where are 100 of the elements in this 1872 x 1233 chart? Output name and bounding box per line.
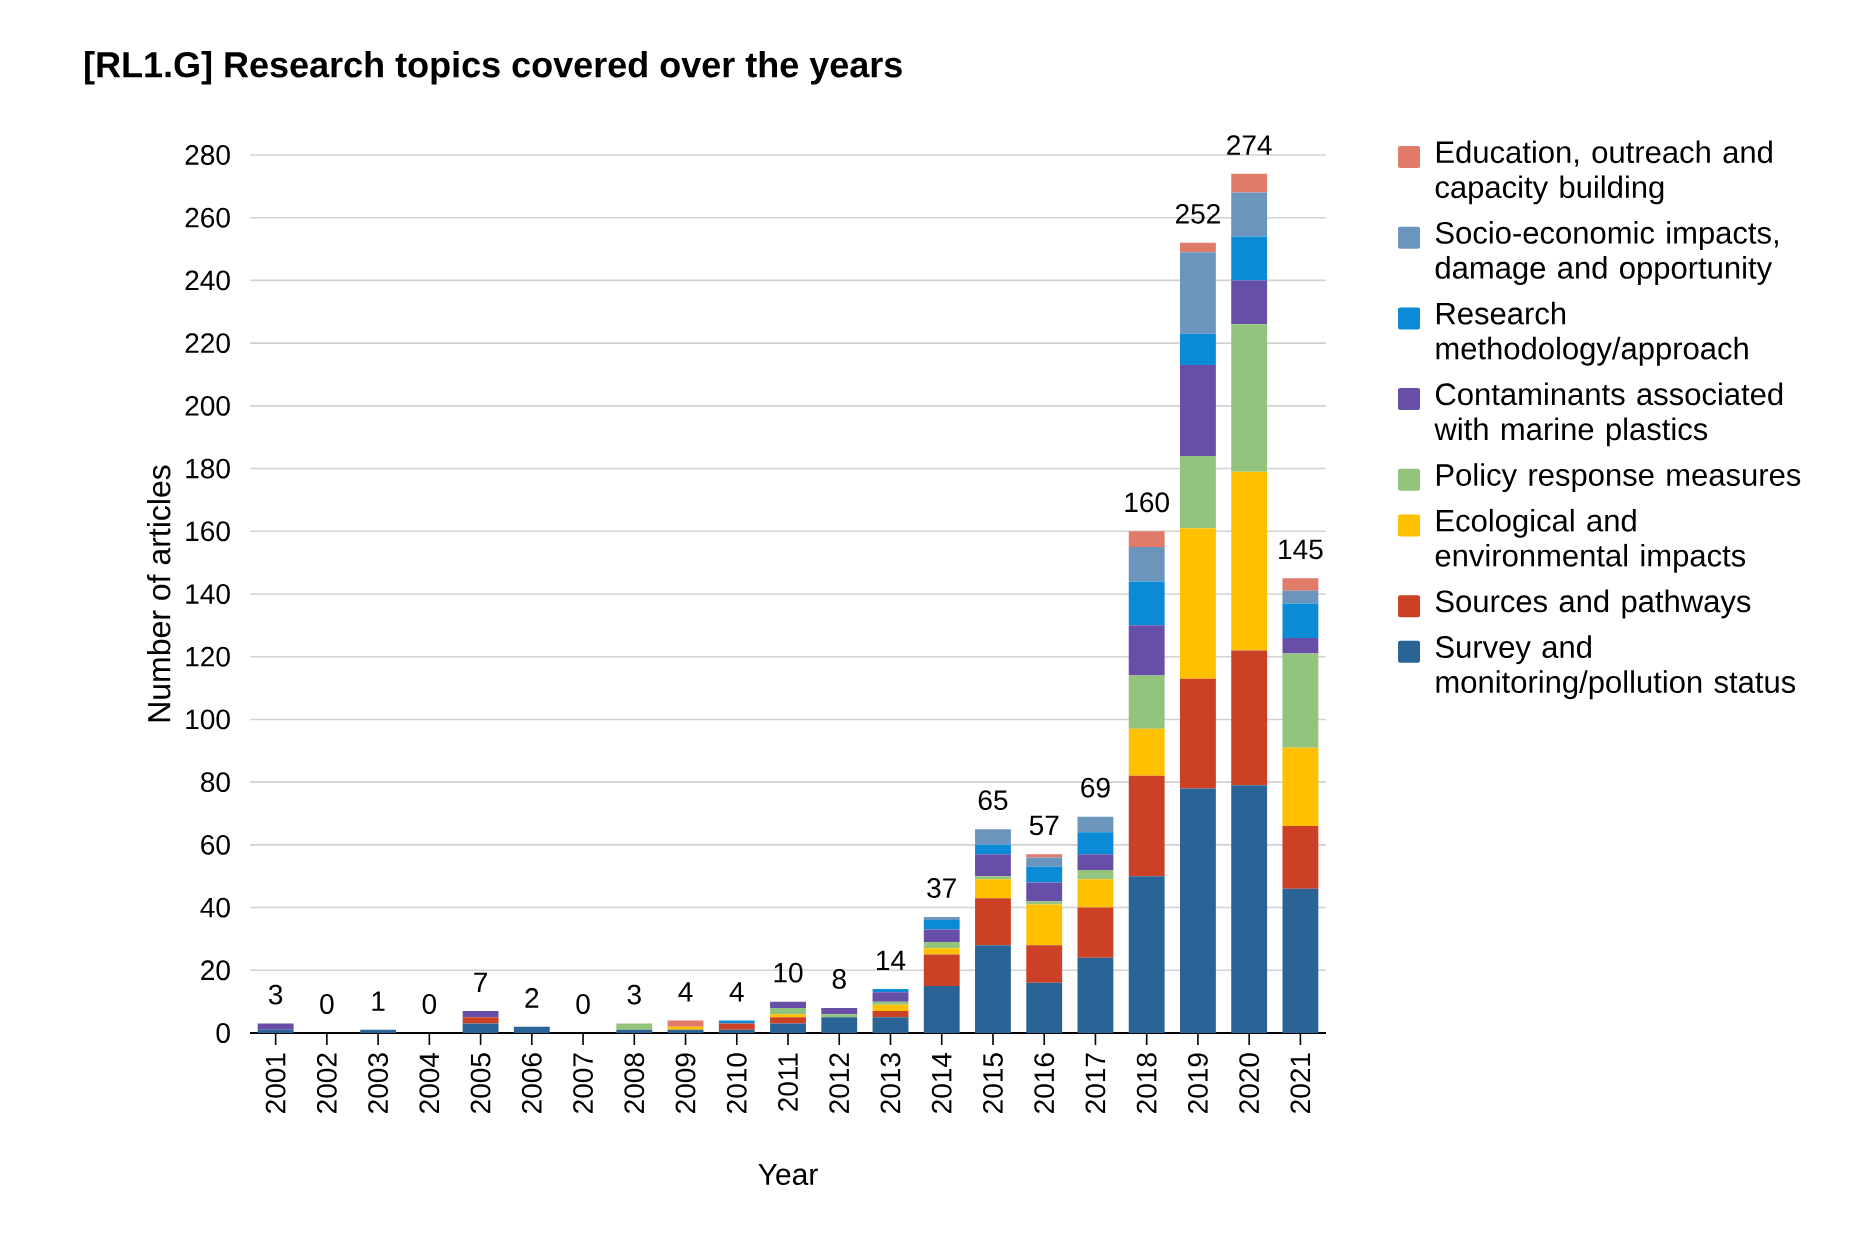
y-tick-label: 220 — [185, 333, 230, 354]
bar — [718, 1020, 755, 1024]
bar — [1179, 456, 1216, 529]
bar — [923, 916, 960, 921]
bar — [513, 1026, 550, 1033]
bar — [975, 829, 1011, 845]
x-tick-label: 2006 — [521, 1053, 542, 1113]
bar — [975, 879, 1011, 899]
bar — [1231, 173, 1268, 193]
y-tick-label: 260 — [185, 207, 230, 228]
bar — [1077, 832, 1114, 855]
legend-label: Ecological and environmental impacts — [1435, 508, 1746, 573]
x-tick-label: 2018 — [1136, 1053, 1157, 1113]
total-label: 145 — [1279, 539, 1323, 560]
x-tick-label: 2002 — [316, 1053, 337, 1113]
y-tick-label: 60 — [201, 834, 230, 855]
bar — [616, 1023, 653, 1030]
bar — [770, 1001, 806, 1008]
bar — [1026, 901, 1063, 905]
total-label: 0 — [422, 994, 437, 1014]
x-tick-label: 2014 — [931, 1052, 952, 1113]
bar — [923, 920, 960, 930]
bar — [1128, 531, 1165, 547]
y-tick-label: 120 — [186, 646, 230, 667]
bar — [257, 1029, 294, 1033]
total-label: 4 — [729, 982, 744, 1002]
bar — [718, 1029, 755, 1033]
bar — [1077, 869, 1114, 880]
y-tick-label: 200 — [185, 395, 230, 416]
y-tick-label: 0 — [216, 1023, 230, 1043]
bar — [821, 1017, 858, 1033]
total-label: 37 — [927, 878, 956, 898]
bar — [1077, 907, 1114, 958]
y-tick-label: 80 — [201, 772, 230, 793]
x-tick-label: 2003 — [368, 1053, 389, 1113]
bar — [1026, 882, 1063, 902]
bar — [1128, 581, 1165, 626]
x-tick-label: 2009 — [675, 1053, 696, 1113]
total-label: 0 — [576, 994, 590, 1014]
total-label: 1 — [372, 991, 385, 1011]
bar — [872, 992, 909, 1002]
bar — [1128, 876, 1165, 1033]
bar — [821, 1007, 858, 1015]
bar — [1128, 775, 1165, 877]
x-tick-label: 2015 — [983, 1053, 1003, 1113]
bar — [1026, 904, 1063, 946]
bar — [923, 942, 960, 949]
bar — [1077, 957, 1114, 1033]
bar — [718, 1023, 755, 1030]
x-axis-title: Year — [758, 1164, 818, 1186]
legend-label: Socio-economic impacts, damage and opportunity — [1435, 221, 1778, 285]
x-tick-label: 2019 — [1187, 1053, 1208, 1113]
total-label: 2 — [525, 988, 539, 1008]
bar — [667, 1020, 704, 1027]
x-tick-label: 2010 — [726, 1053, 747, 1113]
bar — [1231, 280, 1268, 325]
x-tick-label: 2005 — [470, 1053, 491, 1113]
bar — [616, 1029, 653, 1033]
bar — [975, 876, 1011, 880]
bar — [975, 854, 1011, 877]
x-tick-label: 2007 — [573, 1053, 593, 1113]
x-tick-label: 2001 — [265, 1053, 286, 1113]
bar — [1282, 603, 1319, 638]
bar — [1026, 945, 1063, 983]
legend-label: Education, outreach and capacity building — [1435, 140, 1772, 205]
x-tick-label: 2017 — [1085, 1053, 1106, 1113]
bar — [872, 1001, 909, 1005]
bar — [1077, 816, 1114, 833]
x-tick-label: 2020 — [1239, 1053, 1260, 1113]
bar — [872, 1017, 909, 1033]
bar — [770, 1014, 806, 1018]
bar — [1282, 747, 1319, 827]
bar — [1026, 854, 1063, 858]
legend-label: Policy response measures — [1436, 463, 1801, 493]
bar — [923, 954, 960, 986]
bar — [923, 948, 960, 955]
y-axis-title: Number of articles — [147, 465, 171, 722]
legend-label: Contaminants associated with marine plastics — [1434, 382, 1783, 447]
bar — [1231, 650, 1268, 786]
bar — [360, 1029, 397, 1033]
bar — [872, 989, 909, 993]
bar — [1026, 866, 1063, 883]
y-tick-label: 40 — [200, 897, 230, 918]
bar — [1282, 637, 1319, 654]
y-tick-label: 160 — [186, 521, 230, 542]
bar — [872, 1004, 909, 1012]
bar — [770, 1017, 806, 1024]
bar — [1026, 857, 1063, 867]
chart-title: [RL1.G] Research topics covered over the years — [85, 51, 902, 85]
bar — [1231, 192, 1268, 237]
total-label: 14 — [877, 950, 906, 971]
y-tick-label: 100 — [186, 709, 230, 730]
bar — [1282, 888, 1319, 1033]
total-label: 274 — [1227, 135, 1272, 155]
y-tick-label: 240 — [185, 270, 230, 291]
bar — [1179, 242, 1216, 253]
bar — [1026, 982, 1063, 1033]
bar — [1231, 236, 1268, 281]
bar — [1231, 785, 1268, 1033]
bar — [1179, 528, 1216, 679]
